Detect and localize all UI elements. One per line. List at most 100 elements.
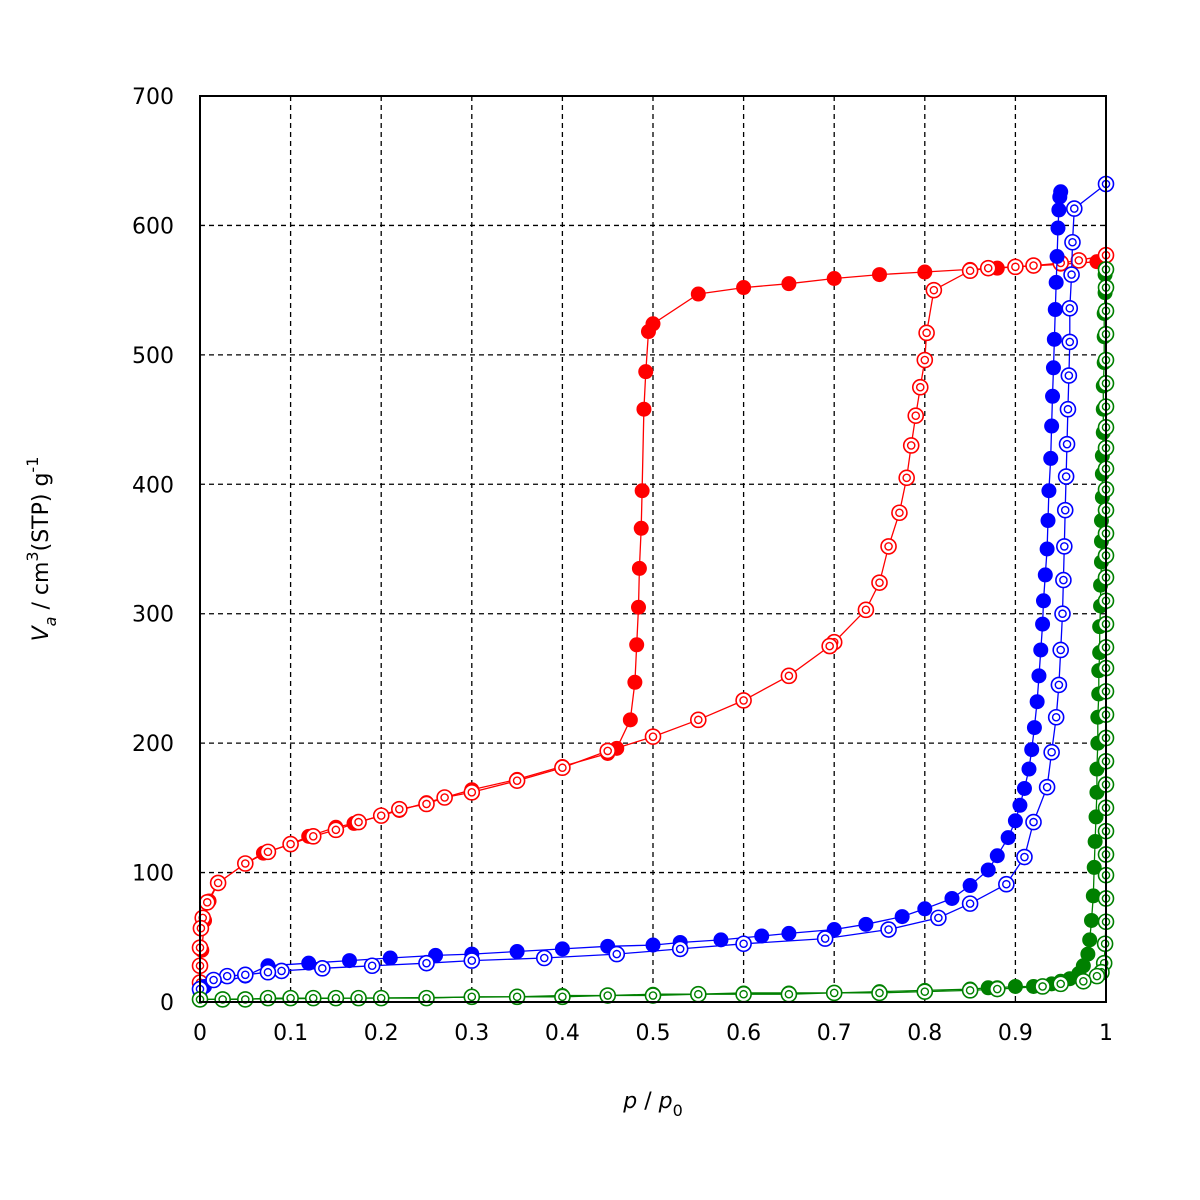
grid bbox=[200, 96, 1106, 1002]
data-point-open bbox=[1025, 813, 1042, 831]
data-point-open bbox=[282, 835, 299, 853]
data-point-open bbox=[1007, 258, 1024, 276]
data-point-open bbox=[1065, 200, 1083, 217]
data-point-open bbox=[1054, 605, 1071, 623]
data-point-filled bbox=[1035, 616, 1051, 632]
data-point-open bbox=[780, 985, 798, 1003]
data-point-open bbox=[599, 987, 617, 1004]
data-point-open bbox=[735, 985, 752, 1003]
data-point-open bbox=[1061, 333, 1079, 351]
data-point-filled bbox=[341, 953, 357, 969]
data-point-open bbox=[1016, 848, 1033, 866]
x-tick-labels: 0 0.1 0.2 0.3 0.4 0.5 0.6 0.7 0.8 0.9 1 bbox=[193, 1021, 1113, 1046]
data-point-open bbox=[418, 795, 435, 813]
data-point-filled bbox=[1086, 859, 1102, 875]
x-tick-label: 0.9 bbox=[998, 1021, 1033, 1046]
data-point-filled bbox=[1088, 809, 1104, 825]
data-point-open bbox=[911, 378, 929, 396]
data-point-open bbox=[735, 935, 752, 953]
data-point-open bbox=[979, 259, 997, 277]
data-point-filled bbox=[1046, 331, 1062, 347]
data-point-open bbox=[1088, 967, 1106, 985]
data-point-open bbox=[1052, 641, 1069, 659]
data-point-open bbox=[304, 989, 322, 1007]
x-tick-label: 0.5 bbox=[636, 1021, 671, 1046]
data-point-filled bbox=[754, 928, 770, 944]
data-point-open bbox=[508, 988, 526, 1006]
data-point-filled bbox=[1043, 450, 1059, 466]
data-point-filled bbox=[690, 286, 706, 302]
data-point-open bbox=[1058, 435, 1076, 453]
data-point-filled bbox=[781, 276, 797, 292]
data-point-open bbox=[1056, 501, 1074, 519]
data-point-open bbox=[463, 988, 481, 1006]
data-point-filled bbox=[1047, 302, 1063, 318]
data-point-filled bbox=[634, 483, 650, 499]
series-layer bbox=[191, 175, 1115, 1008]
data-point-open bbox=[1050, 676, 1068, 694]
data-point-filled bbox=[1033, 642, 1049, 658]
data-point-open bbox=[327, 821, 345, 839]
data-point-filled bbox=[1024, 742, 1040, 758]
data-point-open bbox=[1052, 975, 1069, 993]
data-point-filled bbox=[917, 264, 933, 280]
data-point-open bbox=[961, 895, 979, 912]
data-point-open bbox=[350, 813, 367, 831]
data-point-open bbox=[1075, 972, 1092, 990]
data-point-filled bbox=[944, 890, 960, 906]
data-point-filled bbox=[736, 280, 752, 296]
data-point-open bbox=[1055, 571, 1072, 589]
data-point-open bbox=[608, 945, 626, 963]
data-point-open bbox=[871, 984, 888, 1002]
x-tick-label: 0.8 bbox=[907, 1021, 942, 1046]
data-point-open bbox=[1043, 743, 1060, 761]
data-point-filled bbox=[382, 950, 398, 966]
y-tick-label: 0 bbox=[160, 991, 174, 1016]
data-point-filled bbox=[1045, 388, 1061, 404]
data-point-open bbox=[209, 874, 227, 892]
data-point-filled bbox=[1041, 483, 1057, 499]
data-point-open bbox=[327, 989, 345, 1007]
data-point-filled bbox=[713, 932, 729, 948]
data-point-filled bbox=[627, 674, 643, 690]
series-desorption-3 bbox=[191, 175, 1115, 998]
data-point-filled bbox=[645, 316, 661, 332]
y-tick-label: 500 bbox=[132, 344, 174, 369]
data-point-open bbox=[218, 967, 236, 985]
data-point-open bbox=[463, 784, 481, 801]
data-point-open bbox=[508, 772, 526, 789]
x-tick-label: 0.4 bbox=[545, 1021, 580, 1046]
data-point-filled bbox=[645, 937, 661, 953]
data-point-open bbox=[857, 601, 875, 619]
data-point-open bbox=[1059, 400, 1077, 418]
data-point-open bbox=[363, 957, 381, 975]
data-point-open bbox=[554, 759, 571, 777]
data-point-filled bbox=[980, 862, 996, 878]
data-point-open bbox=[304, 828, 322, 845]
data-point-open bbox=[871, 574, 888, 591]
data-point-open bbox=[259, 989, 277, 1007]
x-tick-label: 0.1 bbox=[273, 1021, 308, 1046]
data-point-filled bbox=[1087, 834, 1103, 850]
y-tick-label: 700 bbox=[132, 85, 174, 110]
x-tick-label: 0.3 bbox=[454, 1021, 489, 1046]
data-point-filled bbox=[633, 520, 649, 536]
data-point-open bbox=[350, 989, 367, 1007]
data-point-open bbox=[259, 963, 277, 981]
data-point-filled bbox=[962, 878, 978, 894]
data-point-open bbox=[880, 921, 897, 938]
data-point-open bbox=[689, 711, 707, 729]
data-point-open bbox=[821, 637, 838, 655]
series-adsorption-2 bbox=[192, 184, 1069, 1000]
data-point-open bbox=[1064, 233, 1081, 251]
data-point-open bbox=[961, 982, 979, 999]
data-point-open bbox=[671, 940, 689, 958]
data-point-open bbox=[436, 789, 453, 806]
data-point-filled bbox=[1049, 248, 1065, 264]
y-tick-label: 400 bbox=[132, 473, 174, 498]
data-point-filled bbox=[638, 364, 654, 380]
data-point-filled bbox=[1021, 761, 1037, 777]
data-point-filled bbox=[631, 560, 647, 576]
data-point-open bbox=[418, 989, 435, 1007]
